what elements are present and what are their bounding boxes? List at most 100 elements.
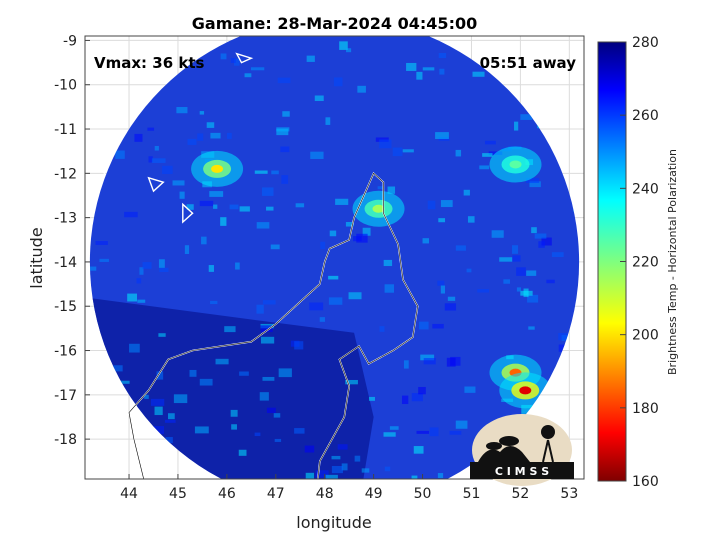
swath-pixel [276,128,289,136]
swath-pixel [199,200,214,207]
island-coast [182,202,194,224]
swath-pixel [416,430,430,434]
swath-pixel [331,455,341,460]
swath-pixel [482,153,493,157]
swath-pixel [472,71,485,77]
swath-pixel [259,392,269,401]
x-tick-label: 53 [560,486,578,502]
swath-pixel [266,407,276,413]
swath-pixel [423,358,436,365]
swath-pixel [239,371,249,376]
island-coast [94,145,106,175]
swath-pixel [403,360,409,369]
swath-pixel [528,326,535,330]
swath-pixel [262,376,275,381]
swath-pixel [463,189,470,196]
x-tick-label: 46 [218,486,236,502]
swath-pixel [368,396,375,401]
x-tick-label: 50 [414,486,432,502]
x-tick-label: 51 [463,486,481,502]
swath-pixel [304,445,315,453]
swath-pixel [220,217,227,226]
swath-pixel [197,133,204,141]
x-tick-label: 45 [169,486,187,502]
swath-pixel [262,187,274,196]
swath-pixel [422,238,429,244]
swath-pixel [392,147,403,157]
swath-pixel [226,132,232,139]
swath-pixel [437,280,445,286]
colorbar-ticks: 160 180 200 220 240 260 280 [620,35,659,490]
swath-pixel [335,198,349,205]
swath-pixel [274,438,282,442]
swath-pixel [154,145,159,151]
colorbar-tick-label: 240 [632,181,659,197]
swath-pixel [151,426,165,434]
swath-pixel [341,463,348,471]
swath-pixel [189,369,197,377]
swath-pixel [503,279,511,284]
convection-feature [191,150,244,187]
swath-pixel [186,204,194,210]
swath-pixel [541,237,552,246]
swath-pixel [199,378,213,386]
swath-pixel [438,52,447,58]
swath-pixel [464,386,476,393]
x-tick-label: 47 [267,486,285,502]
swath-pixel [148,156,153,163]
swath-pixel [440,200,453,208]
y-tick-label: -9 [63,33,77,49]
swath-pixel [346,48,352,53]
swath-pixel [129,343,140,353]
swath-pixel [314,95,324,102]
x-axis-label: longitude [296,513,371,532]
swath-pixel [356,233,368,243]
swath-pixel [270,244,280,250]
swath-pixel [262,300,276,305]
swath-pixel [337,444,348,450]
swath-pixel [527,294,539,303]
swath-pixel [362,227,371,236]
swath-pixel [295,203,305,208]
swath-pixel [115,150,125,159]
swath-pixel [325,474,338,479]
swath-pixel [278,368,292,378]
swath-pixel [406,62,417,71]
swath-pixel [266,206,274,211]
swath-pixel [162,165,173,174]
swath-pixel [209,191,224,197]
swath-pixel [120,380,130,384]
swath-pixel [230,409,238,417]
swath-pixel [320,241,326,250]
swath-pixel [310,151,324,159]
swath-pixel [491,230,504,238]
swath-pixel [229,204,239,210]
swath-pixel [142,262,152,269]
colorbar-tick-label: 200 [632,328,659,344]
swath-pixel [477,289,489,293]
swath-pixel [165,437,173,444]
swath-pixel [231,424,237,430]
swath-pixel [176,107,188,114]
swath-pixel [551,252,564,257]
swath-pixel [411,475,418,479]
y-axis-ticks: -9 -10 -11 -12 -13 -14 -15 -16 -17 -18 [54,33,90,448]
swath-pixel [277,77,291,84]
island-coast [147,176,165,193]
cimss-logo: C I M S S [470,414,574,486]
swath-pixel [260,336,275,344]
swath-pixel [516,287,521,292]
swath-pixel [520,290,533,296]
swath-pixel [446,357,456,367]
swath-pixel [309,302,324,311]
swath-pixel [534,233,547,239]
swath-pixel [526,177,540,183]
swath-pixel [206,122,215,128]
swath-pixel [521,404,534,414]
swath-pixel [215,358,229,365]
swath-pixel [512,255,521,262]
chart-title: Gamane: 28-Mar-2024 04:45:00 [191,14,478,33]
swath-pixel [420,354,435,361]
swath-pixel [479,165,490,170]
x-tick-label: 49 [365,486,383,502]
